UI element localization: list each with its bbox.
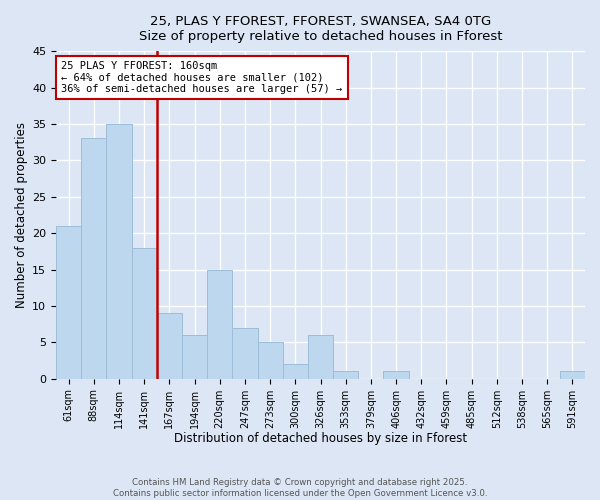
Text: 25 PLAS Y FFOREST: 160sqm
← 64% of detached houses are smaller (102)
36% of semi: 25 PLAS Y FFOREST: 160sqm ← 64% of detac…	[61, 61, 343, 94]
Bar	[81, 138, 106, 378]
Y-axis label: Number of detached properties: Number of detached properties	[15, 122, 28, 308]
Bar	[56, 226, 81, 378]
Bar	[131, 248, 157, 378]
Text: Contains HM Land Registry data © Crown copyright and database right 2025.
Contai: Contains HM Land Registry data © Crown c…	[113, 478, 487, 498]
Bar	[207, 270, 232, 378]
Bar	[560, 372, 585, 378]
Bar	[232, 328, 257, 378]
Title: 25, PLAS Y FFOREST, FFOREST, SWANSEA, SA4 0TG
Size of property relative to detac: 25, PLAS Y FFOREST, FFOREST, SWANSEA, SA…	[139, 15, 502, 43]
Bar	[106, 124, 131, 378]
X-axis label: Distribution of detached houses by size in Fforest: Distribution of detached houses by size …	[174, 432, 467, 445]
Bar	[383, 372, 409, 378]
Bar	[182, 335, 207, 378]
Bar	[308, 335, 333, 378]
Bar	[157, 313, 182, 378]
Bar	[283, 364, 308, 378]
Bar	[333, 372, 358, 378]
Bar	[257, 342, 283, 378]
